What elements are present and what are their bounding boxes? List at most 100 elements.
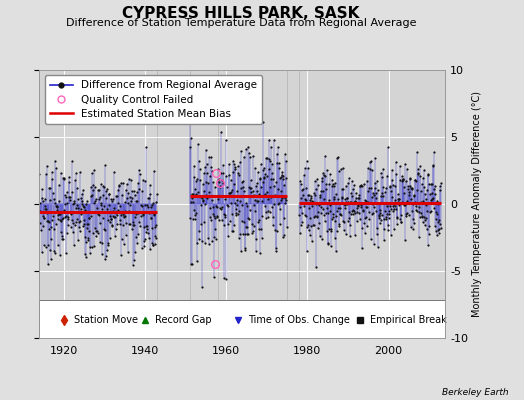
Point xyxy=(80,217,88,224)
Point xyxy=(277,174,285,180)
Point xyxy=(69,228,78,235)
Point xyxy=(245,150,254,156)
Point xyxy=(187,260,195,267)
Point xyxy=(278,171,286,178)
Point xyxy=(249,228,257,234)
Point xyxy=(118,180,127,186)
Point xyxy=(100,226,108,232)
Point xyxy=(221,212,230,218)
Point xyxy=(393,214,401,220)
Point xyxy=(222,173,230,179)
Point xyxy=(428,196,436,202)
Point xyxy=(297,222,305,228)
Point xyxy=(146,214,155,221)
Point xyxy=(350,208,358,215)
Point xyxy=(123,209,131,216)
Point xyxy=(386,183,395,190)
Point xyxy=(276,174,284,181)
Point xyxy=(309,222,317,228)
Point xyxy=(336,211,344,217)
Point xyxy=(61,213,70,220)
Point xyxy=(350,181,358,188)
Point xyxy=(418,180,427,187)
Point xyxy=(433,218,442,225)
Point xyxy=(355,210,363,216)
Point xyxy=(358,245,367,252)
Point xyxy=(46,246,54,253)
Point xyxy=(296,204,304,210)
Point xyxy=(412,203,420,209)
Point xyxy=(371,154,379,161)
Point xyxy=(74,237,82,243)
Point xyxy=(415,204,423,210)
Point xyxy=(387,193,396,200)
Point xyxy=(190,163,198,170)
Point xyxy=(243,203,252,209)
Point xyxy=(39,215,48,221)
Point xyxy=(387,206,395,212)
Point xyxy=(357,204,366,210)
Point xyxy=(215,176,224,182)
Point xyxy=(373,230,381,237)
Point xyxy=(59,236,67,242)
Point xyxy=(400,190,408,196)
Point xyxy=(85,215,94,222)
Point xyxy=(268,204,276,210)
Point xyxy=(298,218,306,225)
Point xyxy=(436,180,445,186)
Point xyxy=(151,224,160,230)
Point xyxy=(371,185,379,191)
Point xyxy=(83,221,92,227)
Point xyxy=(92,227,101,234)
Point xyxy=(394,190,402,197)
Point xyxy=(79,223,88,229)
Point xyxy=(210,212,218,219)
Point xyxy=(226,190,234,196)
Point xyxy=(128,188,137,194)
Bar xyxy=(39,300,445,338)
Point xyxy=(77,210,85,217)
Point xyxy=(113,221,122,227)
Point xyxy=(225,190,234,196)
Point xyxy=(308,203,316,209)
Point xyxy=(42,171,50,178)
Point xyxy=(246,154,254,160)
Point xyxy=(341,195,349,202)
Point xyxy=(56,217,64,224)
Point xyxy=(74,205,82,211)
Point xyxy=(346,210,355,217)
Point xyxy=(130,249,139,256)
Point xyxy=(315,233,324,239)
Point xyxy=(151,241,159,248)
Point xyxy=(372,207,380,214)
Point xyxy=(433,198,441,204)
Point xyxy=(437,225,445,232)
Point xyxy=(378,190,387,196)
Point xyxy=(238,202,246,208)
Point xyxy=(68,217,77,223)
Point xyxy=(115,183,123,189)
Point xyxy=(223,184,231,190)
Point xyxy=(127,225,136,232)
Point xyxy=(222,276,231,282)
Point xyxy=(68,189,77,196)
Point xyxy=(260,203,269,209)
Point xyxy=(396,162,404,169)
Text: 1960: 1960 xyxy=(212,346,240,356)
Y-axis label: Monthly Temperature Anomaly Difference (°C): Monthly Temperature Anomaly Difference (… xyxy=(473,91,483,317)
Point xyxy=(364,209,373,216)
Point xyxy=(426,208,434,215)
Point xyxy=(88,192,96,198)
Point xyxy=(224,233,232,239)
Point xyxy=(228,228,236,234)
Point xyxy=(369,241,378,247)
Point xyxy=(409,192,418,198)
Point xyxy=(250,202,258,209)
Point xyxy=(249,223,258,230)
Point xyxy=(308,198,316,204)
Point xyxy=(73,185,81,191)
Point xyxy=(239,184,247,190)
Point xyxy=(233,211,242,217)
Point xyxy=(119,213,128,219)
Point xyxy=(190,186,199,192)
